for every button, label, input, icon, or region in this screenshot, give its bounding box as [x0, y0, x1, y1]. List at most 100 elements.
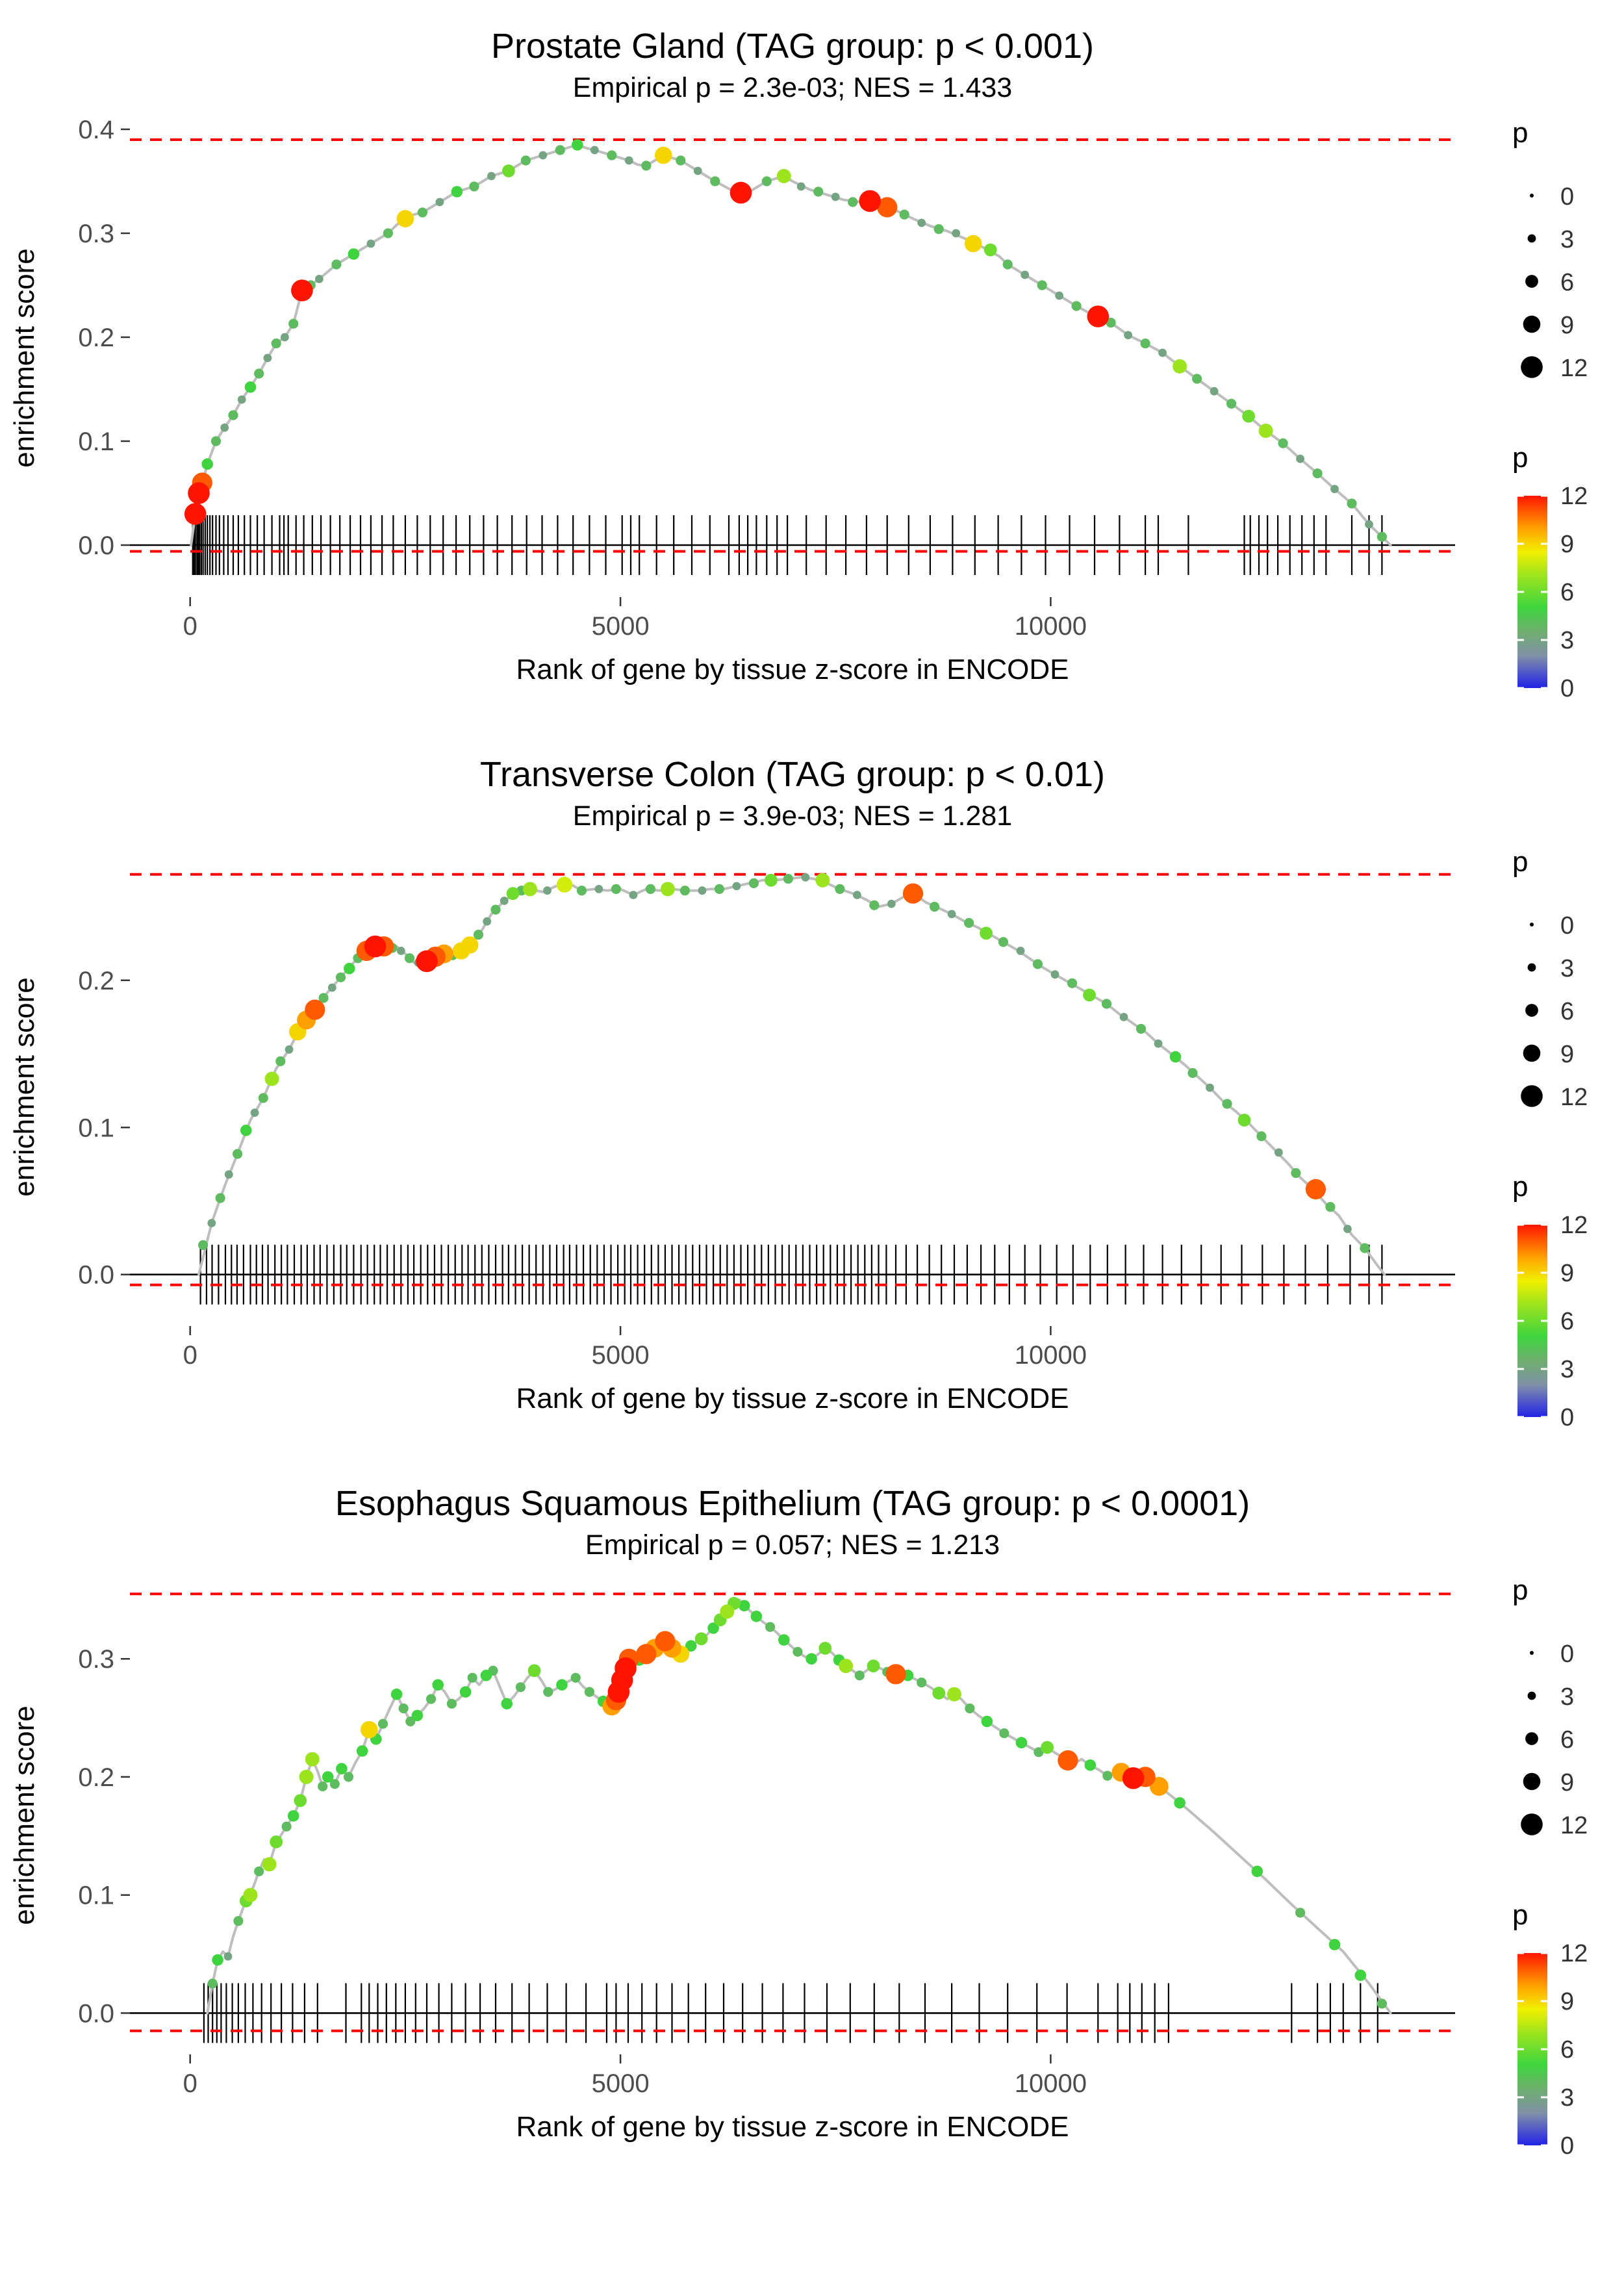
es-point — [318, 1782, 328, 1792]
es-point — [398, 1704, 409, 1714]
x-tick-label: 0 — [183, 612, 197, 641]
es-point — [1122, 1767, 1145, 1789]
es-point — [1365, 520, 1373, 529]
es-point — [404, 952, 415, 964]
es-point — [240, 1124, 252, 1136]
es-point — [416, 950, 438, 972]
es-point — [1325, 1201, 1336, 1212]
es-point — [262, 1857, 277, 1872]
es-point — [348, 248, 360, 261]
es-point — [693, 166, 702, 175]
es-point — [1360, 1243, 1370, 1253]
es-point — [480, 1670, 492, 1681]
y-tick-label: 0.2 — [78, 1763, 114, 1792]
es-point — [1102, 1770, 1113, 1781]
es-point — [500, 896, 509, 905]
es-point — [636, 1644, 657, 1665]
es-point — [981, 1715, 993, 1728]
es-point — [1032, 959, 1043, 969]
gsea-figure: Prostate Gland (TAG group: p < 0.001) Em… — [8, 27, 1588, 2160]
es-point — [377, 1718, 388, 1729]
es-point — [679, 885, 690, 896]
es-point — [902, 883, 924, 904]
es-point — [1251, 1865, 1263, 1878]
color-legend-label: 12 — [1560, 483, 1588, 510]
es-point — [1058, 1750, 1078, 1771]
size-legend-label: 3 — [1560, 1683, 1574, 1711]
es-point — [1210, 387, 1219, 396]
es-point — [335, 972, 346, 982]
es-point — [555, 145, 565, 155]
es-point — [210, 436, 222, 446]
y-tick-label: 0.0 — [78, 2000, 114, 2028]
es-point — [1154, 1039, 1163, 1048]
es-point — [694, 1632, 708, 1646]
es-point — [1140, 339, 1150, 349]
es-point — [1291, 1168, 1301, 1178]
es-point — [572, 139, 583, 151]
es-point — [1015, 1737, 1028, 1749]
size-legend-label: 9 — [1560, 312, 1574, 339]
es-point — [869, 900, 880, 910]
es-point — [1174, 1797, 1186, 1809]
y-tick-label: 0.0 — [78, 531, 114, 560]
chart-subtitle: Empirical p = 0.057; NES = 1.213 — [585, 1529, 1000, 1561]
es-point — [710, 176, 720, 186]
color-legend-label: 0 — [1560, 675, 1574, 702]
es-point — [473, 929, 484, 939]
es-point — [271, 339, 281, 349]
color-legend-label: 0 — [1560, 2132, 1574, 2160]
y-axis-label: enrichment score — [8, 977, 40, 1196]
x-tick-label: 0 — [183, 1341, 197, 1370]
es-point — [275, 1056, 286, 1066]
es-point — [698, 886, 707, 895]
es-point — [1377, 1999, 1387, 2009]
x-axis-label: Rank of gene by tissue z-score in ENCODE — [516, 2111, 1069, 2143]
es-point — [1305, 1179, 1326, 1199]
y-tick-label: 0.2 — [78, 967, 114, 995]
es-point — [1106, 318, 1116, 328]
es-point — [590, 146, 599, 155]
es-point — [483, 917, 492, 926]
es-point — [435, 198, 444, 207]
size-legend-title: p — [1512, 1574, 1528, 1606]
es-point — [813, 186, 824, 197]
es-point — [258, 1093, 268, 1103]
x-tick-label: 5000 — [592, 2069, 650, 2098]
es-point — [556, 1679, 568, 1691]
es-point — [281, 1821, 292, 1832]
es-point — [765, 873, 778, 887]
es-point — [396, 210, 414, 228]
es-point — [983, 244, 997, 257]
es-point — [1343, 1224, 1352, 1233]
chart-title: Esophagus Squamous Epithelium (TAG group… — [335, 1483, 1250, 1523]
es-point — [750, 1611, 763, 1622]
es-point — [584, 1687, 595, 1697]
size-legend-label: 9 — [1560, 1769, 1574, 1796]
es-point — [1275, 1148, 1283, 1156]
enrichment-plot: 0.0 0.1 0.2 0.3 0.4 0 5000 10000 Rank of gene by… — [8, 116, 1588, 702]
es-point — [1206, 1083, 1214, 1092]
es-point — [1037, 280, 1047, 290]
es-point — [207, 1978, 218, 1989]
es-point — [1347, 498, 1357, 509]
es-point — [244, 381, 257, 393]
size-legend-dot — [1527, 1691, 1536, 1700]
es-point — [490, 904, 501, 915]
chart-subtitle: Empirical p = 2.3e-03; NES = 1.433 — [572, 72, 1013, 104]
es-point — [207, 1218, 216, 1227]
enrichment-plot: 0.0 0.1 0.2 0.3 0 5000 10000 Rank of gene by ti… — [8, 1574, 1588, 2160]
es-point — [361, 1721, 378, 1739]
es-point — [188, 482, 210, 505]
es-point — [1002, 259, 1013, 270]
es-point — [765, 1622, 776, 1632]
es-point — [366, 239, 375, 248]
es-point — [655, 147, 672, 164]
es-point — [1328, 1939, 1341, 1950]
es-point — [501, 1698, 513, 1710]
color-legend-label: 12 — [1560, 1212, 1588, 1239]
es-point — [356, 1745, 368, 1757]
es-point — [778, 1634, 790, 1646]
es-point — [952, 229, 961, 238]
es-point — [1050, 970, 1059, 978]
